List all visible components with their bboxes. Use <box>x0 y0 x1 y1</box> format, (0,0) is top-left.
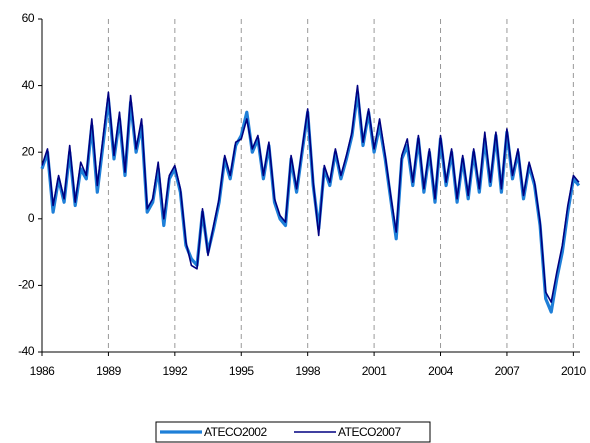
y-tick-label: 20 <box>22 144 35 158</box>
y-tick-label: 60 <box>22 11 35 25</box>
y-tick-label: -20 <box>18 278 35 292</box>
legend-box <box>155 421 431 443</box>
x-tick-label: 1989 <box>96 364 122 378</box>
x-tick-label: 1992 <box>162 364 188 378</box>
legend-label: ATECO2002 <box>204 425 267 439</box>
series-line <box>41 84 580 303</box>
x-tick-label: 1995 <box>229 364 255 378</box>
x-tick-label: 2004 <box>428 364 454 378</box>
x-tick-label: 2001 <box>362 364 388 378</box>
y-tick-label: 0 <box>28 211 35 225</box>
y-tick-label: 40 <box>22 78 35 92</box>
x-tick-label: 2007 <box>495 364 521 378</box>
x-tick-label: 2010 <box>561 364 587 378</box>
x-tick-label: 1998 <box>295 364 321 378</box>
x-tick-label: 1986 <box>30 364 56 378</box>
y-tick-label: -40 <box>18 344 35 358</box>
series-line <box>40 90 581 314</box>
legend-label: ATECO2007 <box>338 425 401 439</box>
